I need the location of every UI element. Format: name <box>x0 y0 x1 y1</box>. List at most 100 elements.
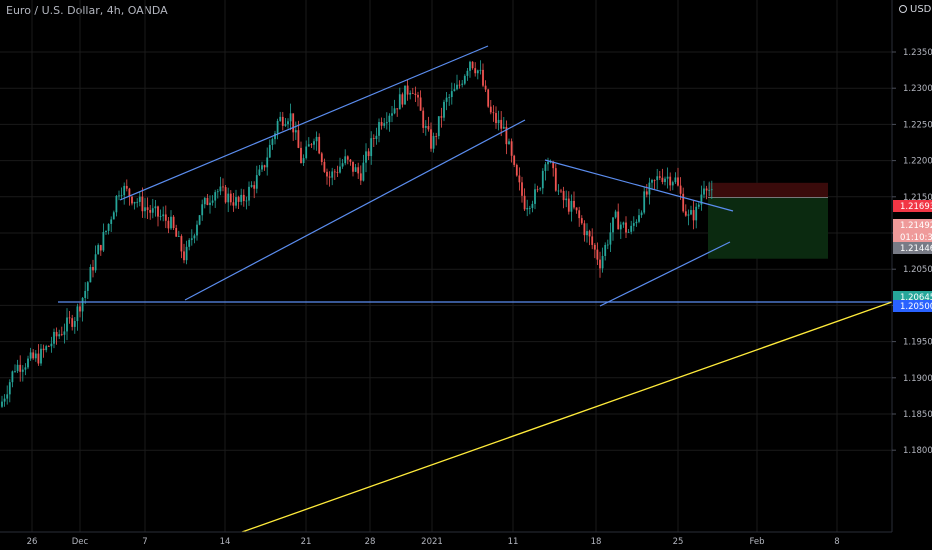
candle-body <box>203 197 206 205</box>
candle-body <box>474 68 477 74</box>
candle-body <box>502 126 505 129</box>
candle-body <box>281 116 284 126</box>
price-label: 1.22000 <box>903 157 932 167</box>
price-label: 1.19000 <box>903 374 932 384</box>
wedge-lower <box>599 241 731 307</box>
candle-body <box>645 191 648 195</box>
candle-body <box>656 176 659 181</box>
candle-body <box>32 352 35 359</box>
candle-body <box>227 193 230 203</box>
time-axis[interactable]: 26 Dec 7 14 21 28 2021 11 18 25 Feb 8 <box>27 537 840 547</box>
long-trendline <box>241 301 893 533</box>
candle-body <box>627 231 630 233</box>
drawings[interactable] <box>58 45 893 533</box>
candle-body <box>289 113 292 122</box>
candle-body <box>328 176 331 178</box>
candle-body <box>47 346 50 347</box>
candle-body <box>383 123 386 126</box>
candle-body <box>89 267 92 283</box>
candle-body <box>102 232 105 251</box>
candle-body <box>370 138 373 157</box>
candle-body <box>188 239 191 247</box>
time-label: 26 <box>27 537 38 547</box>
candle-body <box>424 125 427 128</box>
position-box[interactable] <box>708 182 828 259</box>
candle-body <box>495 113 497 124</box>
candle-body <box>609 232 612 245</box>
candle-body <box>604 244 607 256</box>
candle-body <box>320 153 323 162</box>
candle-body <box>16 364 19 372</box>
candle-body <box>677 177 679 186</box>
candle-body <box>666 176 669 179</box>
candle-body <box>224 187 227 203</box>
candle-body <box>115 195 118 213</box>
candle-body <box>362 162 365 181</box>
candle-body <box>131 196 133 204</box>
price-tag <box>893 300 932 312</box>
price-label: 1.18500 <box>903 410 932 420</box>
candle-body <box>378 122 380 136</box>
candle-body <box>99 245 102 251</box>
candle-body <box>261 165 263 170</box>
candle-body <box>352 161 354 172</box>
candle-body <box>638 215 640 222</box>
candle-body <box>323 161 326 172</box>
candle-body <box>489 106 492 113</box>
candle-body <box>398 94 401 110</box>
candle-body <box>580 218 583 224</box>
stop-zone <box>708 182 828 198</box>
candle-body <box>557 190 560 192</box>
candle-body <box>417 94 419 98</box>
candle-body <box>617 211 620 230</box>
candle-body <box>125 185 128 189</box>
candle-body <box>201 204 204 216</box>
currency-selector[interactable]: USD <box>899 4 931 15</box>
candle-body <box>144 207 146 212</box>
time-label: 28 <box>365 537 376 547</box>
candle-body <box>154 206 157 209</box>
candle-body <box>463 75 466 84</box>
price-tag-label: 01:10:35 <box>900 233 932 243</box>
candle-body <box>651 180 653 183</box>
candle-body <box>471 61 474 69</box>
candle-body <box>274 133 276 140</box>
candle-body <box>198 215 201 225</box>
price-label: 1.23500 <box>903 48 932 58</box>
candle-body <box>619 224 622 230</box>
candle-body <box>209 202 211 205</box>
candle-body <box>297 130 300 148</box>
candle-body <box>73 321 76 327</box>
candle-body <box>422 110 425 128</box>
candle-body <box>492 112 495 114</box>
candle-body <box>84 290 87 298</box>
candle-body <box>141 196 144 212</box>
candle-body <box>562 191 565 201</box>
candle-body <box>692 210 695 221</box>
candle-body <box>515 164 518 176</box>
candle-body <box>287 121 289 125</box>
candle-body <box>235 197 237 206</box>
candle-body <box>687 214 690 216</box>
candle-body <box>229 193 232 203</box>
candle-body <box>640 212 643 216</box>
candle-body <box>71 318 74 327</box>
candle-body <box>118 195 120 197</box>
candle-body <box>544 164 547 171</box>
price-tag <box>893 231 932 243</box>
price-label: 1.19500 <box>903 338 932 348</box>
price-tag-label: 1.20645 <box>900 293 932 303</box>
candle-body <box>318 136 321 154</box>
time-label: 14 <box>220 537 231 547</box>
candle-body <box>411 92 414 94</box>
candle-body <box>21 369 24 372</box>
candle-body <box>458 84 461 86</box>
candle-body <box>432 136 435 149</box>
candle-body <box>497 119 500 124</box>
candle-body <box>193 235 196 239</box>
candle-body <box>180 236 183 252</box>
candle-body <box>705 188 708 191</box>
candle-body <box>14 371 16 372</box>
candle-body <box>601 255 604 269</box>
